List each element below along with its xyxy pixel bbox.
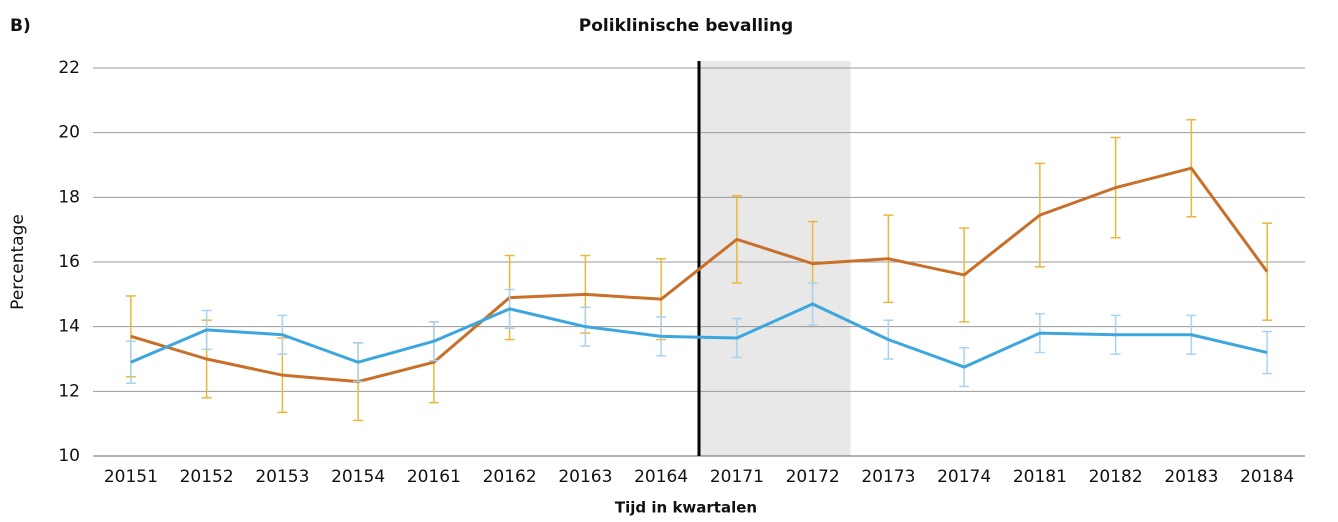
- x-tick-label: 20162: [483, 467, 537, 487]
- y-tick-label: 16: [58, 252, 80, 272]
- x-tick-label: 20161: [407, 467, 461, 487]
- y-axis-label: Percentage: [8, 214, 28, 310]
- panel-label: B): [10, 16, 31, 36]
- chart-title: Poliklinische bevalling: [579, 16, 793, 36]
- y-tick-label: 10: [58, 446, 80, 466]
- x-tick-label: 20163: [558, 467, 612, 487]
- x-tick-label: 20172: [786, 467, 840, 487]
- y-tick-label: 20: [58, 123, 80, 143]
- x-tick-label: 20152: [180, 467, 234, 487]
- x-tick-label: 20173: [861, 467, 915, 487]
- x-tick-label: 20151: [104, 467, 158, 487]
- x-tick-label: 20181: [1013, 467, 1067, 487]
- y-tick-label: 22: [58, 58, 80, 78]
- x-tick-label: 20171: [710, 467, 764, 487]
- x-tick-label: 20153: [255, 467, 309, 487]
- x-tick-label: 20164: [634, 467, 688, 487]
- x-tick-label: 20183: [1164, 467, 1218, 487]
- y-tick-label: 12: [58, 381, 80, 401]
- x-tick-label: 20154: [331, 467, 385, 487]
- y-tick-label: 18: [58, 187, 80, 207]
- y-tick-label: 14: [58, 317, 80, 337]
- x-tick-label: 20174: [937, 467, 991, 487]
- series-line: [130, 166, 1269, 384]
- shaded-period: [699, 61, 851, 456]
- x-tick-label: 20184: [1240, 467, 1294, 487]
- x-tick-label: 20182: [1089, 467, 1143, 487]
- x-axis-label: Tijd in kwartalen: [615, 499, 757, 517]
- series-line: [130, 302, 1268, 369]
